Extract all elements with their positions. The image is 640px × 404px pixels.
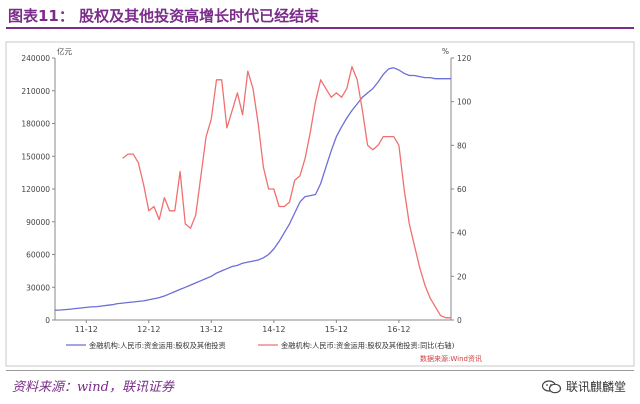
footer-divider — [6, 370, 634, 371]
left-tick-label: 60000 — [26, 251, 50, 260]
right-tick-label: 120 — [457, 54, 472, 63]
right-tick-label: 100 — [457, 98, 472, 107]
right-tick-label: 0 — [457, 316, 462, 325]
watermark-label: 联讯麒麟堂 — [565, 380, 626, 394]
left-tick-label: 30000 — [26, 283, 50, 292]
figure-title: 图表11： 股权及其他投资高增长时代已经结束 — [8, 7, 320, 25]
series-line-1 — [54, 67, 451, 311]
x-tick-label: 13-12 — [200, 325, 223, 334]
series-line-2 — [122, 66, 451, 319]
left-tick-label: 150000 — [21, 152, 50, 161]
chart-source-note: 数据来源:Wind资讯 — [420, 354, 482, 363]
wechat-icon — [541, 379, 562, 393]
chart-frame — [5, 41, 635, 367]
x-tick-label: 14-12 — [262, 325, 285, 334]
right-tick-label: 60 — [457, 185, 467, 194]
left-tick-label: 0 — [45, 316, 50, 325]
source-note: 资料来源：wind，联讯证券 — [12, 380, 174, 395]
right-axis-unit: % — [442, 47, 449, 56]
right-tick-label: 40 — [457, 229, 467, 238]
watermark: 联讯麒麟堂 — [541, 378, 626, 395]
header-divider — [6, 27, 634, 29]
left-tick-label: 90000 — [26, 218, 50, 227]
left-axis-unit: 亿元 — [57, 46, 72, 56]
legend-label-1: 金融机构:人民币:资金运用:股权及其他投资 — [89, 341, 226, 350]
x-tick-label: 15-12 — [325, 325, 348, 334]
x-tick-label: 11-12 — [75, 325, 98, 334]
right-tick-label: 80 — [457, 141, 467, 150]
left-tick-label: 210000 — [21, 87, 50, 96]
x-tick-label: 16-12 — [387, 325, 410, 334]
right-tick-label: 20 — [457, 272, 467, 281]
left-tick-label: 180000 — [21, 120, 50, 129]
left-tick-label: 120000 — [21, 185, 50, 194]
legend-label-2: 金融机构:人民币:资金运用:股权及其他投资:同比(右轴) — [281, 341, 455, 350]
x-tick-label: 12-12 — [137, 325, 160, 334]
left-tick-label: 240000 — [21, 54, 50, 63]
